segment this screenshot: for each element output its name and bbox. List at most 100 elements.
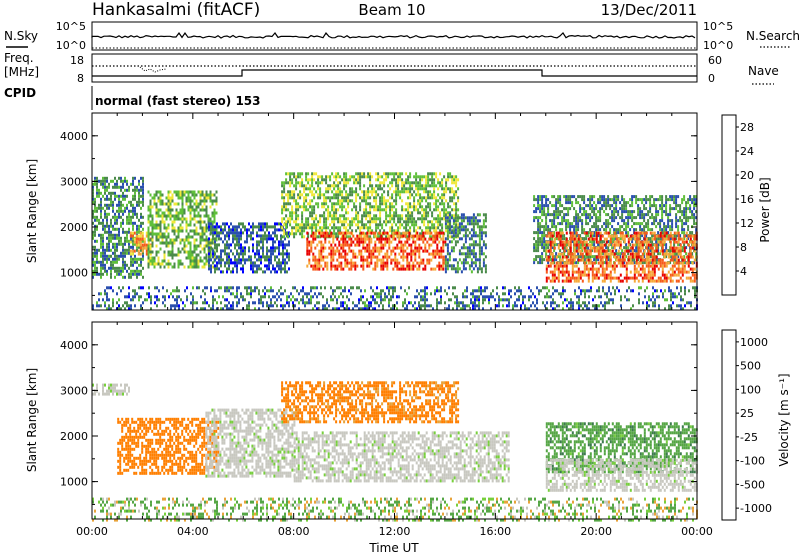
power-echo-cell [595, 207, 597, 210]
power-echo-cell [190, 242, 192, 245]
power-echo-cell [128, 189, 130, 192]
power-echo-cell [196, 257, 198, 260]
power-echo-cell [375, 193, 377, 196]
power-echo-cell [471, 237, 473, 240]
power-echo-cell [436, 253, 438, 256]
power-echo-cell [457, 234, 459, 237]
power-echo-cell [284, 252, 286, 255]
power-echo-cell [558, 235, 560, 238]
power-echo-cell [332, 259, 334, 262]
power-echo-cell [331, 214, 333, 217]
power-echo-cell [170, 212, 172, 215]
power-echo-cell [629, 198, 631, 201]
power-echo-cell [176, 230, 178, 233]
power-echo-cell [276, 246, 278, 249]
power-echo-cell [586, 265, 588, 268]
power-echo-cell [590, 253, 592, 256]
power-echo-cell [132, 189, 134, 192]
power-echo-cell [399, 175, 401, 178]
power-echo-cell [400, 265, 402, 268]
power-echo-cell [539, 207, 541, 210]
power-echo-cell [172, 230, 174, 233]
power-echo-cell [537, 222, 539, 225]
power-echo-cell [397, 190, 399, 193]
power-echo-cell [385, 175, 387, 178]
power-echo-cell [425, 217, 427, 220]
power-echo-cell [286, 243, 288, 246]
power-echo-cell [675, 207, 677, 210]
power-echo-cell [416, 235, 418, 238]
power-echo-cell [305, 175, 307, 178]
power-echo-cell [623, 219, 625, 222]
power-echo-cell [160, 191, 162, 194]
power-echo-cell [425, 208, 427, 211]
power-echo-cell [293, 172, 295, 175]
power-echo-cell [234, 261, 236, 264]
power-echo-cell [272, 267, 274, 270]
power-echo-cell [380, 262, 382, 265]
power-echo-cell [284, 267, 286, 270]
power-echo-cell [649, 228, 651, 231]
power-echo-cell [327, 184, 329, 187]
power-echo-cell [238, 246, 240, 249]
power-echo-cell [124, 243, 126, 246]
power-echo-cell [190, 254, 192, 257]
power-echo-cell [453, 222, 455, 225]
power-echo-cell [392, 235, 394, 238]
power-echo-cell [393, 199, 395, 202]
power-echo-cell [609, 216, 611, 219]
power-echo-cell [278, 252, 280, 255]
power-echo-cell [579, 195, 581, 198]
power-echo-cell [556, 235, 558, 238]
power-echo-cell [485, 270, 487, 273]
power-echo-cell [353, 190, 355, 193]
power-echo-cell [170, 197, 172, 200]
power-echo-cell [419, 193, 421, 196]
power-echo-cell [102, 273, 104, 276]
power-echo-cell [306, 232, 308, 235]
power-echo-cell [190, 230, 192, 233]
power-echo-cell [345, 217, 347, 220]
power-echo-cell [369, 220, 371, 223]
power-echo-cell [188, 251, 190, 254]
power-echo-cell [447, 202, 449, 205]
power-echo-cell [412, 265, 414, 268]
power-echo-cell [394, 256, 396, 259]
power-echo-cell [465, 258, 467, 261]
power-echo-cell [445, 237, 447, 240]
power-echo-cell [423, 223, 425, 226]
power-echo-cell [398, 247, 400, 250]
power-echo-cell [397, 214, 399, 217]
power-echo-cell [258, 243, 260, 246]
power-echo-cell [562, 247, 564, 250]
power-echo-cell [387, 220, 389, 223]
power-echo-cell [325, 199, 327, 202]
power-echo-cell [311, 178, 313, 181]
power-echo-cell [100, 234, 102, 237]
power-echo-cell [234, 228, 236, 231]
power-echo-cell [585, 210, 587, 213]
power-echo-cell [180, 242, 182, 245]
power-echo-cell [150, 251, 152, 254]
power-echo-cell [196, 245, 198, 248]
power-echo-cell [679, 210, 681, 213]
power-echo-cell [312, 238, 314, 241]
power-echo-cell [380, 247, 382, 250]
power-echo-cell [329, 211, 331, 214]
power-echo-cell [437, 217, 439, 220]
power-echo-cell [184, 242, 186, 245]
power-echo-cell [102, 237, 104, 240]
power-echo-cell [639, 198, 641, 201]
power-echo-cell [299, 196, 301, 199]
power-echo-cell [539, 231, 541, 234]
power-echo-cell [383, 190, 385, 193]
power-echo-cell [100, 273, 102, 276]
power-echo-cell [548, 259, 550, 262]
power-echo-cell [438, 235, 440, 238]
power-echo-cell [375, 220, 377, 223]
power-echo-cell [541, 225, 543, 228]
power-echo-cell [104, 180, 106, 183]
power-echo-cell [283, 202, 285, 205]
power-echo-cell [575, 213, 577, 216]
power-echo-cell [586, 259, 588, 262]
